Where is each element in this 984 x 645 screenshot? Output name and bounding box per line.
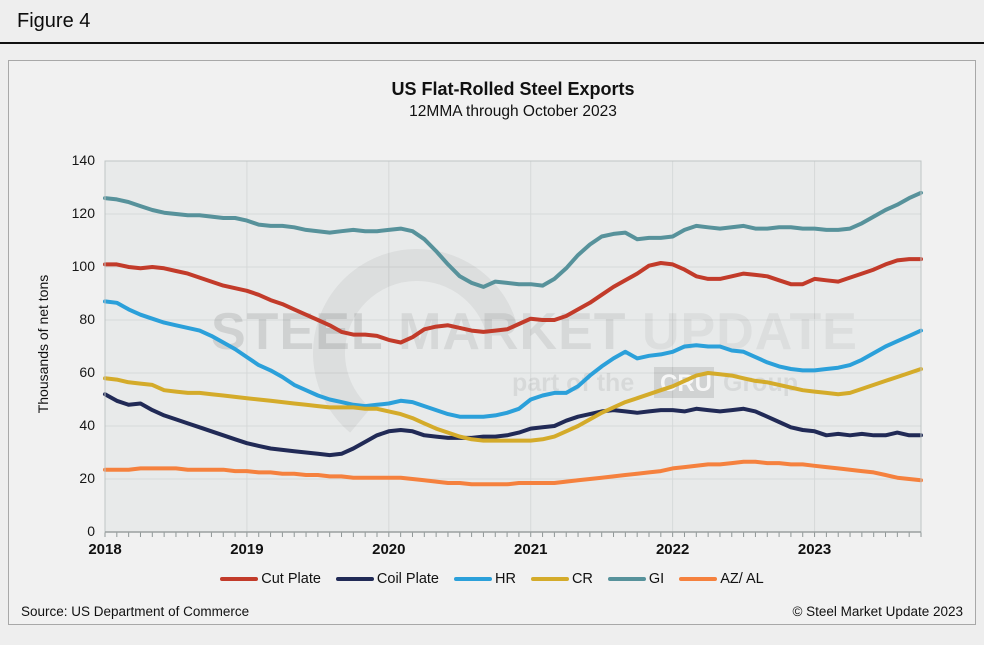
legend-item-hr: HR [453, 571, 516, 587]
y-tick-label-40: 40 [79, 417, 95, 433]
x-tick-label-2020: 2020 [372, 541, 406, 558]
figure-label: Figure 4 [17, 10, 91, 32]
copyright-note: © Steel Market Update 2023 [792, 604, 963, 619]
y-tick-label-20: 20 [79, 470, 95, 486]
series-line-gi [103, 190, 923, 289]
legend-swatch-coil-plate [335, 577, 374, 581]
series-line-coil-plate [103, 392, 923, 458]
legend-label-hr: HR [494, 571, 516, 587]
series-line-cut-plate [103, 257, 923, 345]
y-tick-label-0: 0 [87, 523, 95, 539]
legend-swatch-gi [607, 577, 646, 581]
legend-item-cut-plate: Cut Plate [220, 571, 321, 587]
legend-label-az-al: AZ/ AL [720, 571, 764, 587]
x-tick-label-2019: 2019 [230, 541, 264, 558]
y-tick-label-120: 120 [71, 205, 95, 221]
series-line-cr [103, 367, 923, 443]
y-tick-label-60: 60 [79, 364, 95, 380]
watermark-text: STEEL MARKET UPDATE [211, 303, 858, 361]
series-line-hr [103, 299, 923, 419]
legend-label-coil-plate: Coil Plate [376, 571, 439, 587]
x-tick-label-2018: 2018 [88, 541, 122, 558]
y-tick-label-100: 100 [71, 258, 95, 274]
legend-item-gi: GI [607, 571, 665, 587]
legend-item-coil-plate: Coil Plate [335, 571, 439, 587]
chart-subtitle: 12MMA through October 2023 [409, 103, 617, 120]
legend-label-cut-plate: Cut Plate [261, 571, 321, 587]
series-line-az-al [103, 459, 923, 487]
x-tick-label-2022: 2022 [655, 541, 690, 558]
legend-label-gi: GI [648, 571, 665, 587]
x-tick-label-2023: 2023 [797, 541, 832, 558]
legend-swatch-cr [530, 577, 569, 581]
chart-card: US Flat-Rolled Steel Exports 12MMA throu… [8, 60, 976, 625]
legend-item-az-al: AZ/ AL [679, 571, 764, 587]
figure-header: Figure 4 [0, 0, 984, 44]
y-tick-label-140: 140 [71, 152, 95, 168]
source-note: Source: US Department of Commerce [21, 604, 250, 619]
x-tick-label-2021: 2021 [514, 541, 548, 558]
chart-legend: Cut Plate Coil Plate HR CR GI AZ/ AL [9, 571, 975, 587]
legend-swatch-cut-plate [220, 577, 259, 581]
watermark-subtext: part of the [512, 369, 634, 397]
legend-item-cr: CR [530, 571, 593, 587]
y-tick-label-80: 80 [79, 311, 95, 327]
chart-title: US Flat-Rolled Steel Exports [391, 79, 635, 99]
legend-swatch-hr [453, 577, 492, 581]
legend-swatch-az-al [679, 577, 718, 581]
legend-label-cr: CR [571, 571, 593, 587]
